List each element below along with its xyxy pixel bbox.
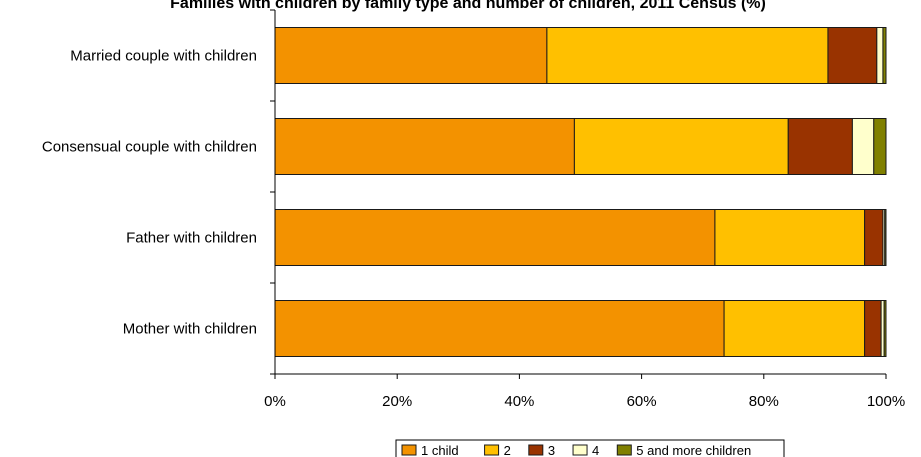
legend-label-5-and-more-children: 5 and more children: [636, 443, 751, 457]
bar-consensual-couple-with-children-4: [851, 118, 875, 175]
legend-label-2: 2: [504, 443, 511, 457]
x-tick-label-60: 60%: [627, 393, 657, 410]
bar-father-with-children-1-child: [274, 209, 716, 266]
legend-swatch-3: [528, 444, 544, 456]
legend-swatch-4: [572, 444, 588, 456]
x-tick-label-0: 0%: [264, 393, 286, 410]
x-tick-label-80: 80%: [749, 393, 779, 410]
legend-label-1-child: 1 child: [421, 443, 459, 457]
legend: 1 child 2 3 4 5 and more children: [395, 439, 785, 457]
bar-mother-with-children-3: [864, 300, 882, 357]
legend-swatch-5-and-more-children: [616, 444, 632, 456]
bar-married-couple-with-children-3: [827, 27, 878, 84]
bar-father-with-children-2: [714, 209, 866, 266]
x-tick-label-40: 40%: [504, 393, 534, 410]
bar-mother-with-children-1-child: [274, 300, 725, 357]
bar-father-with-children-3: [864, 209, 884, 266]
bar-consensual-couple-with-children-1-child: [274, 118, 575, 175]
x-tick-label-100: 100%: [867, 393, 905, 410]
bar-consensual-couple-with-children-5-and-more-children: [873, 118, 887, 175]
bar-father-with-children-5-and-more-children: [884, 209, 887, 266]
bar-married-couple-with-children-2: [546, 27, 829, 84]
axis-layer: Married couple with children Consensual c…: [42, 9, 905, 410]
legend-label-4: 4: [592, 443, 599, 457]
legend-label-3: 3: [548, 443, 555, 457]
bar-married-couple-with-children-4: [876, 27, 884, 84]
bar-married-couple-with-children-5-and-more-children: [882, 27, 887, 84]
category-label-married-couple-with-children: Married couple with children: [70, 48, 257, 65]
chart-title: Families with children by family type an…: [170, 0, 766, 12]
category-label-mother-with-children: Mother with children: [123, 321, 257, 338]
x-tick-label-20: 20%: [382, 393, 412, 410]
category-label-consensual-couple-with-children: Consensual couple with children: [42, 139, 257, 156]
bar-married-couple-with-children-1-child: [274, 27, 548, 84]
bars-layer: [274, 27, 887, 357]
bar-mother-with-children-5-and-more-children: [883, 300, 887, 357]
legend-swatch-2: [484, 444, 500, 456]
legend-swatch-1-child: [401, 444, 417, 456]
bar-consensual-couple-with-children-3: [787, 118, 853, 175]
category-label-father-with-children: Father with children: [126, 230, 257, 247]
bar-mother-with-children-2: [723, 300, 866, 357]
bar-consensual-couple-with-children-2: [573, 118, 789, 175]
